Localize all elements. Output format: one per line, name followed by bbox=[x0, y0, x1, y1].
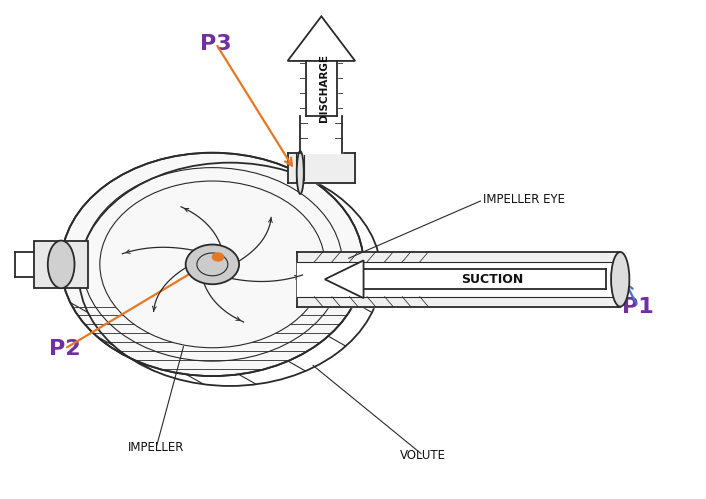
Polygon shape bbox=[287, 16, 355, 61]
Ellipse shape bbox=[297, 151, 304, 194]
Text: IMPELLER: IMPELLER bbox=[128, 442, 184, 455]
Text: P2: P2 bbox=[49, 339, 80, 359]
Text: P3: P3 bbox=[200, 33, 232, 53]
Ellipse shape bbox=[186, 245, 239, 284]
Text: IMPELLER EYE: IMPELLER EYE bbox=[483, 194, 565, 207]
Text: DISCHARGE: DISCHARGE bbox=[319, 54, 329, 122]
Text: P1: P1 bbox=[622, 296, 654, 316]
Polygon shape bbox=[35, 241, 88, 288]
Ellipse shape bbox=[611, 252, 629, 306]
Ellipse shape bbox=[48, 241, 75, 288]
Text: VOLUTE: VOLUTE bbox=[400, 449, 446, 462]
Ellipse shape bbox=[61, 153, 364, 376]
Circle shape bbox=[213, 253, 224, 261]
Polygon shape bbox=[325, 260, 364, 298]
Text: SUCTION: SUCTION bbox=[461, 273, 523, 286]
